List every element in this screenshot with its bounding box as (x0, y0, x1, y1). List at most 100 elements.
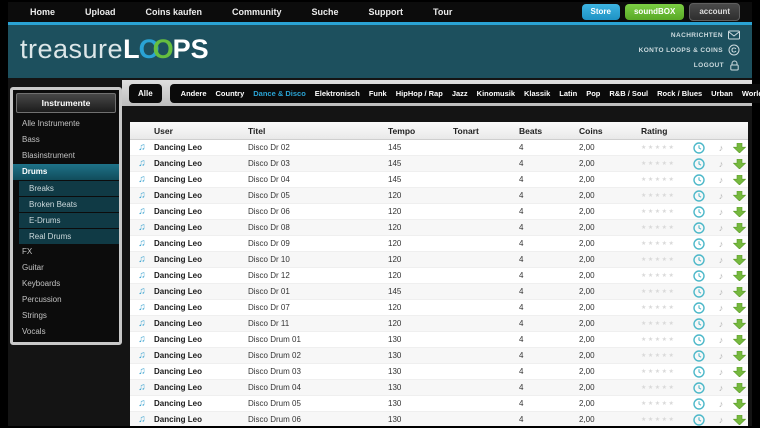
download-icon[interactable] (731, 158, 748, 169)
play-note-icon[interactable]: ♪ (718, 334, 724, 345)
soundbox-tab[interactable]: soundBOX (624, 4, 685, 20)
genre-item[interactable]: Rock / Blues (657, 88, 703, 98)
genre-item[interactable]: Urban (711, 88, 733, 98)
cell-user[interactable]: Dancing Leo (154, 351, 203, 360)
play-note-icon[interactable]: ♪ (718, 190, 724, 201)
download-icon[interactable] (731, 414, 748, 425)
genre-alle-button[interactable]: Alle (129, 83, 162, 103)
rating-stars[interactable]: ★★★★★ (641, 161, 676, 167)
sidebar-item-bass[interactable]: Bass (22, 135, 40, 144)
play-note-icon[interactable]: ♪ (718, 254, 724, 265)
rating-stars[interactable]: ★★★★★ (641, 145, 676, 151)
col-header-titel[interactable]: Titel (248, 125, 266, 136)
col-header-tempo[interactable]: Tempo (388, 125, 416, 136)
download-icon[interactable] (731, 270, 748, 281)
cell-user[interactable]: Dancing Leo (154, 319, 203, 328)
cell-user[interactable]: Dancing Leo (154, 335, 203, 344)
account-tab[interactable]: account (689, 3, 740, 21)
rating-stars[interactable]: ★★★★★ (641, 401, 676, 407)
cell-user[interactable]: Dancing Leo (154, 175, 203, 184)
top-nav-item[interactable]: Tour (433, 7, 453, 17)
col-header-user[interactable]: User (154, 125, 173, 136)
download-icon[interactable] (731, 286, 748, 297)
play-note-icon[interactable]: ♪ (718, 174, 724, 185)
sidebar-item-guitar[interactable]: Guitar (22, 263, 44, 272)
preview-clock-icon[interactable] (687, 317, 711, 330)
loop-note-icon[interactable]: ♫ (138, 157, 146, 169)
cell-user[interactable]: Dancing Leo (154, 383, 203, 392)
cell-user[interactable]: Dancing Leo (154, 287, 203, 296)
cell-user[interactable]: Dancing Leo (154, 271, 203, 280)
loop-note-icon[interactable]: ♫ (138, 141, 146, 153)
sidebar-item-percussion[interactable]: Percussion (22, 295, 62, 304)
top-nav-item[interactable]: Support (368, 7, 404, 17)
sidebar-item-strings[interactable]: Strings (22, 311, 47, 320)
preview-clock-icon[interactable] (687, 141, 711, 154)
cell-user[interactable]: Dancing Leo (154, 191, 203, 200)
cell-user[interactable]: Dancing Leo (154, 143, 203, 152)
loop-note-icon[interactable]: ♫ (138, 173, 146, 185)
preview-clock-icon[interactable] (687, 205, 711, 218)
col-header-tonart[interactable]: Tonart (453, 125, 479, 136)
rating-stars[interactable]: ★★★★★ (641, 209, 676, 215)
download-icon[interactable] (731, 334, 748, 345)
sidebar-item-alle-instrumente[interactable]: Alle Instrumente (22, 119, 80, 128)
top-nav-item[interactable]: Community (232, 7, 282, 17)
loop-note-icon[interactable]: ♫ (138, 317, 146, 329)
rating-stars[interactable]: ★★★★★ (641, 385, 676, 391)
cell-user[interactable]: Dancing Leo (154, 239, 203, 248)
genre-item[interactable]: Pop (586, 88, 601, 98)
rating-stars[interactable]: ★★★★★ (641, 177, 676, 183)
play-note-icon[interactable]: ♪ (718, 286, 724, 297)
preview-clock-icon[interactable] (687, 285, 711, 298)
rating-stars[interactable]: ★★★★★ (641, 305, 676, 311)
loop-note-icon[interactable]: ♫ (138, 333, 146, 345)
genre-item[interactable]: Jazz (451, 88, 468, 98)
preview-clock-icon[interactable] (687, 381, 711, 394)
play-note-icon[interactable]: ♪ (718, 350, 724, 361)
download-icon[interactable] (731, 206, 748, 217)
genre-item[interactable]: Latin (559, 88, 578, 98)
cell-user[interactable]: Dancing Leo (154, 367, 203, 376)
loop-note-icon[interactable]: ♫ (138, 397, 146, 409)
download-icon[interactable] (731, 222, 748, 233)
download-icon[interactable] (731, 366, 748, 377)
preview-clock-icon[interactable] (687, 173, 711, 186)
preview-clock-icon[interactable] (687, 237, 711, 250)
preview-clock-icon[interactable] (687, 397, 711, 410)
loop-note-icon[interactable]: ♫ (138, 253, 146, 265)
download-icon[interactable] (731, 382, 748, 393)
rating-stars[interactable]: ★★★★★ (641, 241, 676, 247)
cell-user[interactable]: Dancing Leo (154, 415, 203, 424)
top-nav-item[interactable]: Suche (311, 7, 339, 17)
play-note-icon[interactable]: ♪ (718, 142, 724, 153)
rating-stars[interactable]: ★★★★★ (641, 289, 676, 295)
col-header-coins[interactable]: Coins (579, 125, 603, 136)
loop-note-icon[interactable]: ♫ (138, 189, 146, 201)
preview-clock-icon[interactable] (687, 269, 711, 282)
genre-item[interactable]: R&B / Soul (609, 88, 649, 98)
cell-user[interactable]: Dancing Leo (154, 399, 203, 408)
messages-link[interactable]: NACHRICHTEN (671, 30, 740, 40)
top-nav-item[interactable]: Coins kaufen (145, 7, 203, 17)
col-header-beats[interactable]: Beats (519, 125, 543, 136)
loop-note-icon[interactable]: ♫ (138, 221, 146, 233)
cell-user[interactable]: Dancing Leo (154, 223, 203, 232)
play-note-icon[interactable]: ♪ (718, 398, 724, 409)
rating-stars[interactable]: ★★★★★ (641, 337, 676, 343)
genre-item[interactable]: Klassik (524, 88, 551, 98)
play-note-icon[interactable]: ♪ (718, 238, 724, 249)
genre-item[interactable]: Country (215, 88, 245, 98)
preview-clock-icon[interactable] (687, 365, 711, 378)
genre-item[interactable]: Dance & Disco (253, 88, 306, 98)
loop-note-icon[interactable]: ♫ (138, 237, 146, 249)
loop-note-icon[interactable]: ♫ (138, 269, 146, 281)
sidebar-item-blasinstrument[interactable]: Blasinstrument (22, 151, 75, 160)
sidebar-item-keyboards[interactable]: Keyboards (22, 279, 61, 288)
download-icon[interactable] (731, 174, 748, 185)
play-note-icon[interactable]: ♪ (718, 270, 724, 281)
play-note-icon[interactable]: ♪ (718, 414, 724, 425)
download-icon[interactable] (731, 190, 748, 201)
download-icon[interactable] (731, 302, 748, 313)
play-note-icon[interactable]: ♪ (718, 318, 724, 329)
